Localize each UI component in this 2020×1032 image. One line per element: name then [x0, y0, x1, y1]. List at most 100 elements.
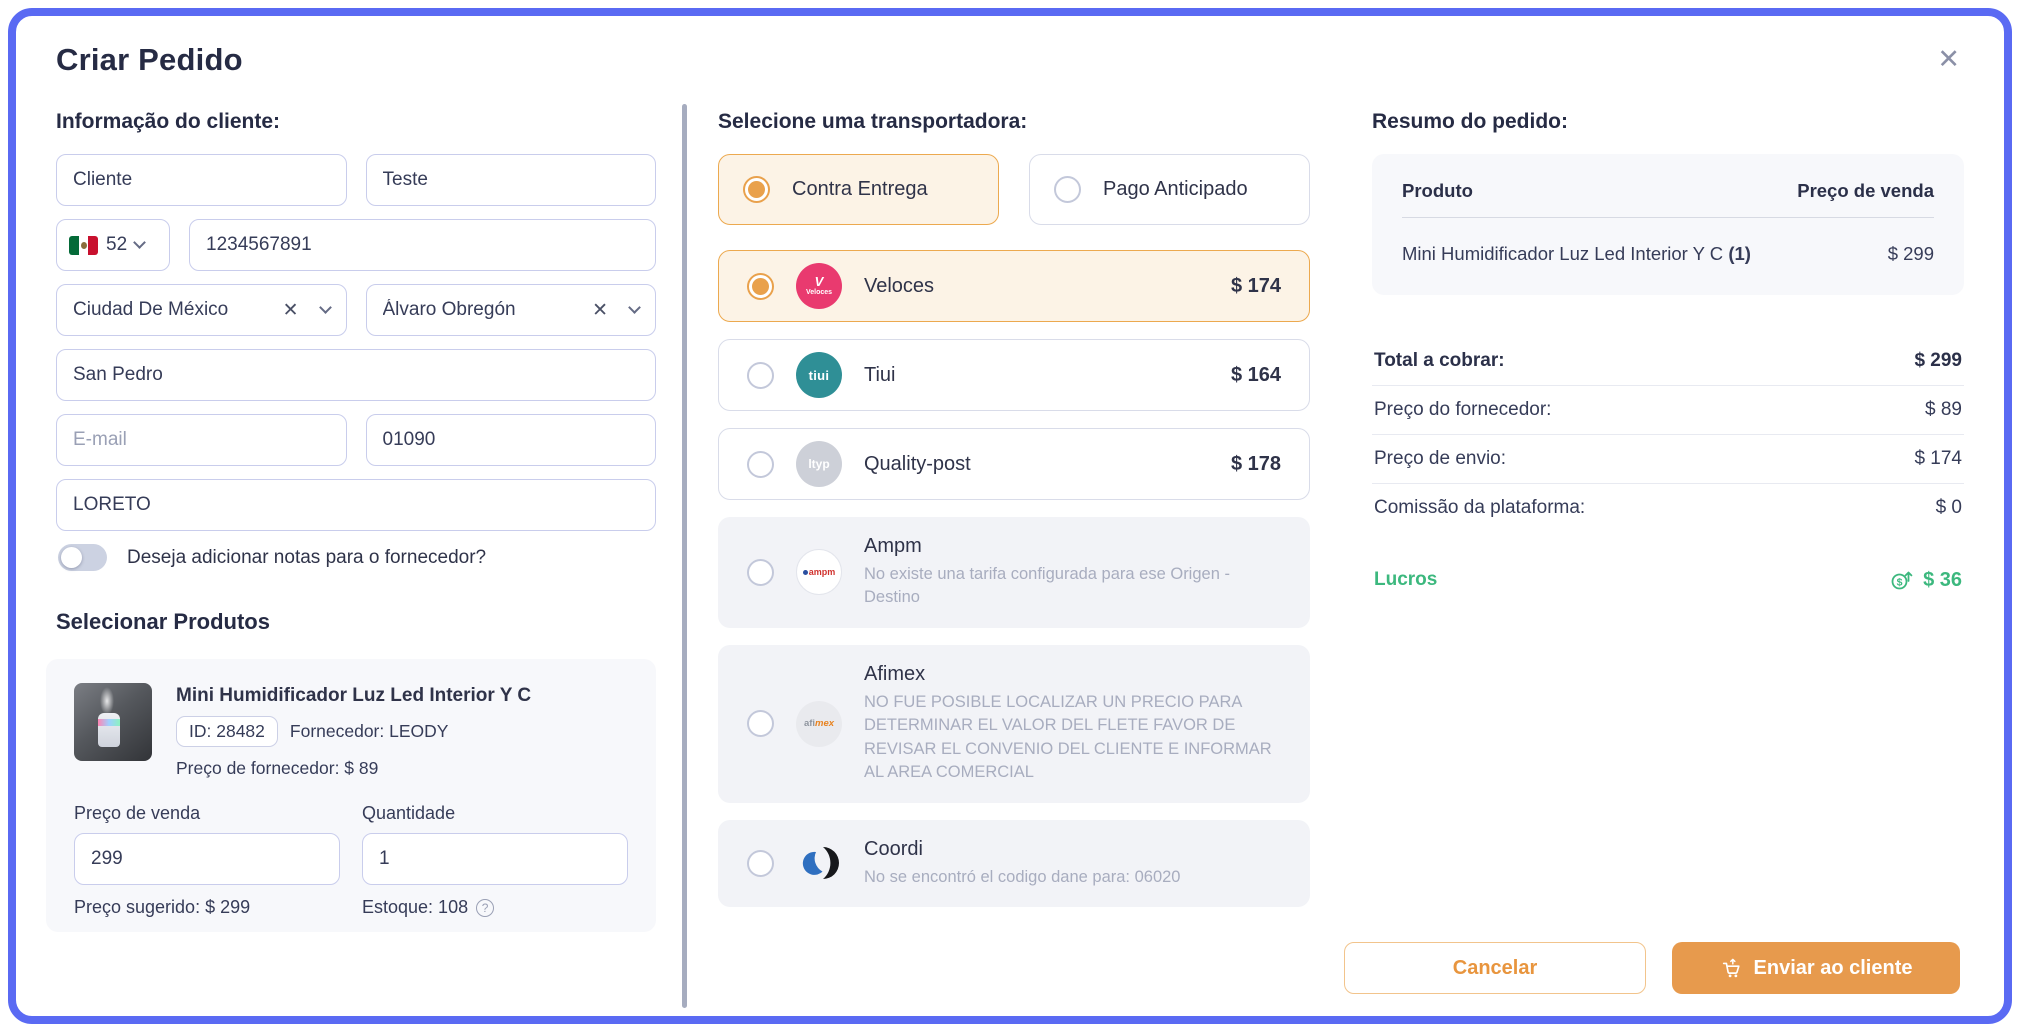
product-image — [74, 683, 152, 761]
profit-value: $ 36 — [1923, 568, 1962, 591]
carrier-message: No se encontró el codigo dane para: 0602… — [864, 867, 1181, 886]
client-info-heading: Informação do cliente: — [56, 110, 281, 133]
svg-text:$: $ — [1897, 577, 1903, 589]
client-lastname-input[interactable] — [365, 154, 656, 206]
summary-card: Produto Preço de venda Mini Humidificado… — [1372, 154, 1964, 295]
carrier-message: No existe una tarifa configurada para es… — [864, 565, 1230, 607]
line-item-name: Mini Humidificador Luz Led Interior Y C — [1402, 243, 1724, 264]
summary-line-item: Mini Humidificador Luz Led Interior Y C … — [1402, 243, 1934, 265]
clear-municipality-icon[interactable]: ✕ — [592, 299, 608, 321]
commission-row: Comissão da plataforma: $ 0 — [1374, 497, 1962, 518]
carrier-price: $ 174 — [1230, 274, 1281, 297]
state-value: Ciudad De México — [73, 299, 229, 320]
supplier-price-row: Preço do fornecedor: $ 89 — [1372, 386, 1964, 435]
carrier-panel: Selecione uma transportadora: Contra Ent… — [718, 108, 1310, 990]
product-name: Mini Humidificador Luz Led Interior Y C — [176, 685, 532, 706]
cancel-button[interactable]: Cancelar — [1344, 942, 1646, 994]
sale-price-input[interactable] — [74, 833, 340, 885]
radio-selected-icon — [743, 176, 770, 203]
carrier-option-ampm: ampm Ampm No existe una tarifa configura… — [718, 517, 1310, 628]
submit-button-label: Enviar ao cliente — [1753, 956, 1913, 979]
product-supplier: Fornecedor: LEODY — [289, 721, 449, 741]
carrier-heading: Selecione uma transportadora: — [718, 110, 1028, 133]
radio-selected-icon — [747, 272, 774, 300]
close-icon[interactable]: ✕ — [1937, 44, 1960, 74]
carrier-option-coordi: Coordi No se encontró el codigo dane par… — [718, 819, 1310, 907]
client-info-panel: Informação do cliente: 52 Ciudad De — [46, 108, 656, 990]
chevron-down-icon — [133, 236, 147, 249]
clear-state-icon[interactable]: ✕ — [282, 299, 299, 321]
mexico-flag-icon — [69, 235, 98, 255]
radio-unselected-icon — [1054, 176, 1081, 203]
create-order-modal: Criar Pedido ✕ Informação do cliente: 52 — [8, 8, 2012, 1024]
country-code-value: 52 — [106, 234, 128, 255]
tiui-logo: tiui — [796, 352, 842, 398]
sale-price-label: Preço de venda — [74, 803, 201, 823]
carrier-option-afimex: afimex Afimex NO FUE POSIBLE LOCALIZAR U… — [718, 644, 1310, 803]
payment-option-label: Contra Entrega — [792, 178, 928, 200]
carrier-price: $ 178 — [1230, 452, 1281, 475]
carrier-option-tiui[interactable]: tiui Tiui $ 164 — [718, 339, 1310, 411]
phone-input[interactable] — [189, 219, 656, 271]
supplier-notes-label: Deseja adicionar notas para o fornecedor… — [127, 546, 487, 568]
stock-label: Estoque: 108 — [362, 897, 469, 917]
radio-unselected-icon — [747, 849, 774, 877]
suggested-price: Preço sugerido: $ 299 — [74, 897, 251, 917]
chevron-down-icon — [318, 301, 332, 314]
carrier-option-veloces[interactable]: V Veloces Veloces $ 174 — [718, 250, 1310, 322]
carrier-name: Quality-post — [864, 452, 971, 475]
submit-button[interactable]: Enviar ao cliente — [1672, 942, 1960, 994]
municipality-value: Álvaro Obregón — [382, 299, 516, 320]
carrier-option-quality-post[interactable]: ltyp Quality-post $ 178 — [718, 428, 1310, 500]
product-card: Mini Humidificador Luz Led Interior Y C … — [46, 659, 656, 932]
left-column-scrollbar[interactable] — [682, 104, 687, 1008]
state-select[interactable]: Ciudad De México ✕ — [56, 284, 347, 336]
carrier-name: Ampm — [864, 535, 922, 557]
payment-option-pago-anticipado[interactable]: Pago Anticipado — [1029, 154, 1310, 225]
radio-unselected-icon — [747, 450, 774, 478]
total-row: Total a cobrar: $ 299 — [1372, 337, 1964, 386]
coordi-logo — [796, 840, 842, 886]
carrier-price: $ 164 — [1230, 363, 1281, 386]
carrier-name: Coordi — [864, 837, 923, 860]
street-input[interactable] — [56, 349, 656, 401]
payment-option-label: Pago Anticipado — [1103, 178, 1248, 200]
carrier-message: NO FUE POSIBLE LOCALIZAR UN PRECIO PARA … — [864, 692, 1272, 782]
neighborhood-input[interactable] — [56, 479, 656, 531]
order-summary-panel: Resumo do pedido: Produto Preço de venda… — [1372, 108, 1964, 990]
product-id-badge: ID: 28482 — [176, 716, 278, 747]
email-input[interactable] — [56, 414, 347, 466]
money-growth-icon: $ — [1891, 571, 1913, 590]
chevron-down-icon — [628, 301, 641, 314]
summary-col-price: Preço de venda — [1797, 180, 1934, 201]
radio-unselected-icon — [747, 361, 774, 389]
product-supplier-price: Preço de fornecedor: $ 89 — [176, 758, 379, 778]
cart-icon — [1722, 958, 1740, 978]
shipping-price-row: Preço de envio: $ 174 — [1372, 435, 1964, 484]
carrier-name: Veloces — [864, 274, 935, 297]
help-icon[interactable]: ? — [476, 898, 495, 917]
client-name-input[interactable] — [56, 154, 347, 206]
quality-post-logo: ltyp — [796, 441, 842, 487]
line-item-qty: (1) — [1728, 243, 1751, 264]
supplier-notes-toggle[interactable] — [58, 544, 107, 571]
carrier-name: Afimex — [864, 662, 926, 685]
country-code-select[interactable]: 52 — [56, 219, 170, 271]
carrier-name: Tiui — [864, 363, 896, 386]
quantity-input[interactable] — [362, 833, 628, 885]
profit-label: Lucros — [1374, 569, 1438, 590]
radio-unselected-icon — [747, 558, 774, 586]
line-item-price: $ 299 — [1887, 243, 1934, 264]
afimex-logo: afimex — [796, 700, 842, 747]
modal-footer: Cancelar Enviar ao cliente — [1344, 942, 1960, 994]
order-summary-heading: Resumo do pedido: — [1372, 110, 1568, 133]
profit-row: Lucros $ $ 36 — [1372, 568, 1964, 592]
postal-code-input[interactable] — [365, 414, 656, 466]
municipality-select[interactable]: Álvaro Obregón ✕ — [365, 284, 656, 336]
page-title: Criar Pedido — [56, 42, 243, 77]
select-products-heading: Selecionar Produtos — [56, 609, 270, 634]
quantity-label: Quantidade — [362, 803, 456, 823]
ampm-logo: ampm — [796, 549, 842, 596]
summary-col-product: Produto — [1402, 180, 1473, 201]
payment-option-contra-entrega[interactable]: Contra Entrega — [718, 154, 999, 225]
